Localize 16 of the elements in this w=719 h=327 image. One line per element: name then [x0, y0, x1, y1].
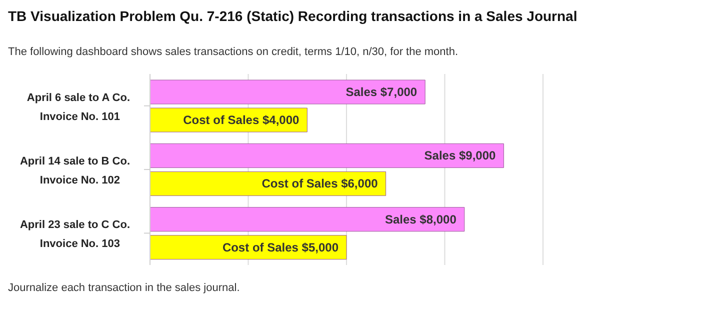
data-label: Cost of Sales $6,000: [262, 176, 378, 191]
bar: [150, 80, 426, 104]
chart-subtitle: The following dashboard shows sales transactions on credit, terms 1/10, n/30, for the month.: [8, 46, 460, 58]
bar: [150, 143, 504, 168]
chart-title: TB Visualization Problem Qu. 7-216 (Static) Recording transactions in a Sales Journal: [8, 8, 578, 24]
data-label: Sales $7,000: [346, 85, 418, 99]
data-label: Cost of Sales $5,000: [222, 240, 339, 254]
data-label: Sales $8,000: [384, 212, 457, 226]
text: Journalize each transaction in the sales journal.: [8, 282, 241, 294]
y-tick-label: April 6 sale to A Co. Invoice No. 101: [26, 92, 130, 123]
bar: [150, 207, 465, 232]
data-label: Sales $9,000: [424, 148, 496, 163]
y-tick-label: April 23 sale to C Co. Invoice No. 103: [20, 219, 130, 250]
data-label: Cost of Sales $4,000: [183, 113, 300, 127]
bar: [150, 171, 386, 196]
y-tick-label: April 14 sale to B Co. Invoice No. 102: [20, 156, 130, 186]
